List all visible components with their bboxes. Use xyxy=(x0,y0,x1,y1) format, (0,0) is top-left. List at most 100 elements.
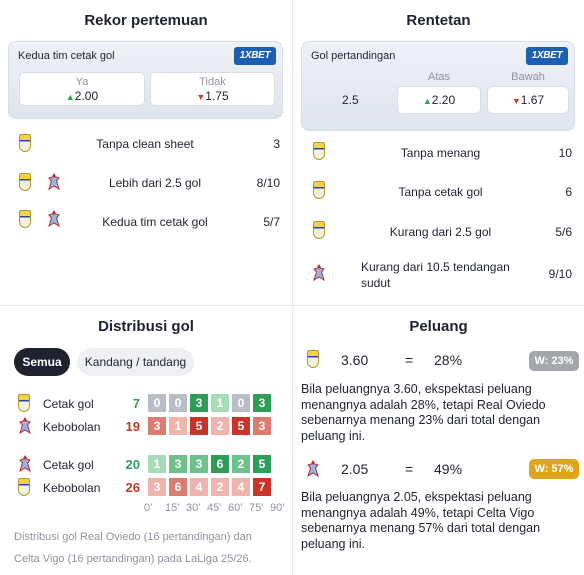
scored-row-cell: 1 xyxy=(148,455,166,473)
odds-value: 1.67 xyxy=(520,93,545,107)
conceded-row-cell: 6 xyxy=(169,478,187,496)
goal-distribution-panel: Distribusi gol Semua Kandang / tandang C… xyxy=(0,306,292,575)
btts-odds-label: Kedua tim cetak gol xyxy=(18,50,115,62)
row-divider xyxy=(0,305,584,306)
chance-expected-pct: 49% xyxy=(434,461,463,477)
h2h-row: Kedua tim cetak gol 5/7 xyxy=(0,209,292,240)
celta-vigo-crest-icon xyxy=(306,459,320,478)
arrow-down-icon: ▼ xyxy=(511,96,521,106)
conceded-row-label: Kebobolan xyxy=(43,481,101,495)
scored-row-cell: 6 xyxy=(211,455,229,473)
bookmaker-logo[interactable]: 1XBET xyxy=(526,47,568,65)
real-oviedo-crest-icon xyxy=(19,210,31,228)
chance-equals: = xyxy=(405,352,414,368)
chance-odds: 2.05 xyxy=(341,461,369,477)
scored-row-cell: 0 xyxy=(148,394,166,412)
chance-explanation-line: menangnya adalah 49%, tetapi Celta Vigo xyxy=(301,505,535,520)
streak-row-value: 5/6 xyxy=(555,225,572,239)
scored-row-cell: 5 xyxy=(253,455,271,473)
odds-option-label: Atas xyxy=(427,71,450,83)
chance-explanation: Bila peluangnya 3.60, ekspektasi peluang… xyxy=(301,382,581,444)
arrow-up-icon: ▲ xyxy=(422,96,432,106)
h2h-row-value: 8/10 xyxy=(256,176,280,190)
real-oviedo-crest-icon xyxy=(18,394,30,412)
minute-tick-label: 90' xyxy=(270,502,285,514)
streak-row-value: 10 xyxy=(558,146,572,160)
chance-odds: 3.60 xyxy=(341,352,369,368)
h2h-row-label: Kedua tim cetak gol xyxy=(102,215,208,229)
celta-vigo-crest-icon xyxy=(18,416,32,435)
chances-title: Peluang xyxy=(409,318,468,335)
minute-tick-label: 45' xyxy=(207,502,222,514)
tab-home-away[interactable]: Kandang / tandang xyxy=(77,348,194,376)
conceded-row-cell: 3 xyxy=(148,478,166,496)
scored-row-total: 20 xyxy=(125,457,140,472)
conceded-row-cell: 2 xyxy=(211,417,229,435)
btts-yes-button[interactable]: Ya ▲2.00 xyxy=(19,72,145,106)
chance-explanation-line: Bila peluangnya 3.60, ekspektasi peluang xyxy=(301,382,532,396)
real-oviedo-crest-icon xyxy=(313,142,325,160)
minute-tick-label: 75' xyxy=(249,502,264,514)
scored-row-cell: 3 xyxy=(190,455,208,473)
chances-panel: Peluang 3.60 = 28% W: 23% Bila peluangny… xyxy=(293,306,584,575)
under-button[interactable]: ▼1.67 xyxy=(487,86,569,114)
head-to-head-panel: Rekor pertemuan Kedua tim cetak gol 1XBE… xyxy=(0,0,292,305)
minute-tick-label: 60' xyxy=(228,502,243,514)
streak-row-label: Tanpa menang xyxy=(400,146,481,160)
conceded-row-label: Kebobolan xyxy=(43,420,101,434)
odds-value: 2.00 xyxy=(74,89,99,103)
streak-row-value: 9/10 xyxy=(548,267,572,281)
odds-option-label: Bawah xyxy=(511,71,545,83)
head-to-head-title: Rekor pertemuan xyxy=(84,12,208,29)
streak-row-label: Tanpa cetak gol xyxy=(398,185,483,199)
real-oviedo-crest-icon xyxy=(19,134,31,152)
chance-expected-pct: 28% xyxy=(434,352,463,368)
h2h-row: Tanpa clean sheet 3 xyxy=(0,134,292,164)
conceded-row-cell: 1 xyxy=(169,417,187,435)
bookmaker-logo[interactable]: 1XBET xyxy=(234,47,276,65)
arrow-up-icon: ▲ xyxy=(65,92,75,102)
celta-vigo-crest-icon xyxy=(18,454,32,473)
conceded-row-cell: 5 xyxy=(190,417,208,435)
conceded-row-cell: 2 xyxy=(211,478,229,496)
minute-tick-label: 0' xyxy=(144,502,153,514)
chance-explanation-line: sebenarnya menang 23% dari total dengan xyxy=(301,413,541,427)
real-oviedo-crest-icon xyxy=(307,350,319,368)
match-goals-odds-box: Gol pertandingan 1XBET Atas Bawah 2.5 ▲2… xyxy=(301,41,575,131)
scored-row-cell: 1 xyxy=(211,394,229,412)
streak-row: Kurang dari 10.5 tendangan sudut 9/10 xyxy=(293,259,584,293)
chance-explanation-line: peluang ini. xyxy=(301,536,365,551)
over-button[interactable]: ▲2.20 xyxy=(397,86,481,114)
scored-row-cell: 3 xyxy=(253,394,271,412)
streak-row: Tanpa menang 10 xyxy=(293,142,584,172)
scored-row-cell: 2 xyxy=(232,455,250,473)
real-oviedo-crest-icon xyxy=(19,173,31,191)
streak-row-value: 6 xyxy=(565,185,572,199)
conceded-row-total: 26 xyxy=(125,480,140,495)
celta-vigo-crest-icon xyxy=(312,263,326,282)
h2h-row-value: 3 xyxy=(273,137,280,151)
streak-row-label: Kurang dari 2.5 gol xyxy=(389,225,492,239)
scored-row-cell: 0 xyxy=(169,394,187,412)
conceded-row-cell: 5 xyxy=(232,417,250,435)
minute-tick-label: 30' xyxy=(186,502,201,514)
btts-odds-box: Kedua tim cetak gol 1XBET Ya ▲2.00 Tidak… xyxy=(8,41,283,119)
h2h-row-label: Lebih dari 2.5 gol xyxy=(108,176,202,190)
btts-no-button[interactable]: Tidak ▼1.75 xyxy=(150,72,275,106)
streaks-panel: Rentetan Gol pertandingan 1XBET Atas Baw… xyxy=(293,0,584,305)
minute-tick-label: 15' xyxy=(165,502,180,514)
h2h-row: Lebih dari 2.5 gol 8/10 xyxy=(0,172,292,203)
odds-option-label: Ya xyxy=(75,76,89,88)
real-oviedo-crest-icon xyxy=(18,478,30,496)
distribution-note-line: Celta Vigo (16 pertandingan) pada LaLiga… xyxy=(14,553,252,565)
scored-row-cell: 3 xyxy=(169,455,187,473)
scored-row-cell: 3 xyxy=(190,394,208,412)
odds-option-label: Tidak xyxy=(199,76,226,88)
tab-all[interactable]: Semua xyxy=(14,348,70,376)
chance-explanation-line: peluang ini. xyxy=(301,428,365,443)
distribution-note-line: Distribusi gol Real Oviedo (16 pertandin… xyxy=(14,531,252,543)
actual-win-badge: W: 57% xyxy=(529,459,579,479)
streak-row: Tanpa cetak gol 6 xyxy=(293,181,584,211)
scored-row-total: 7 xyxy=(132,396,140,411)
match-goals-odds-label: Gol pertandingan xyxy=(311,50,396,62)
